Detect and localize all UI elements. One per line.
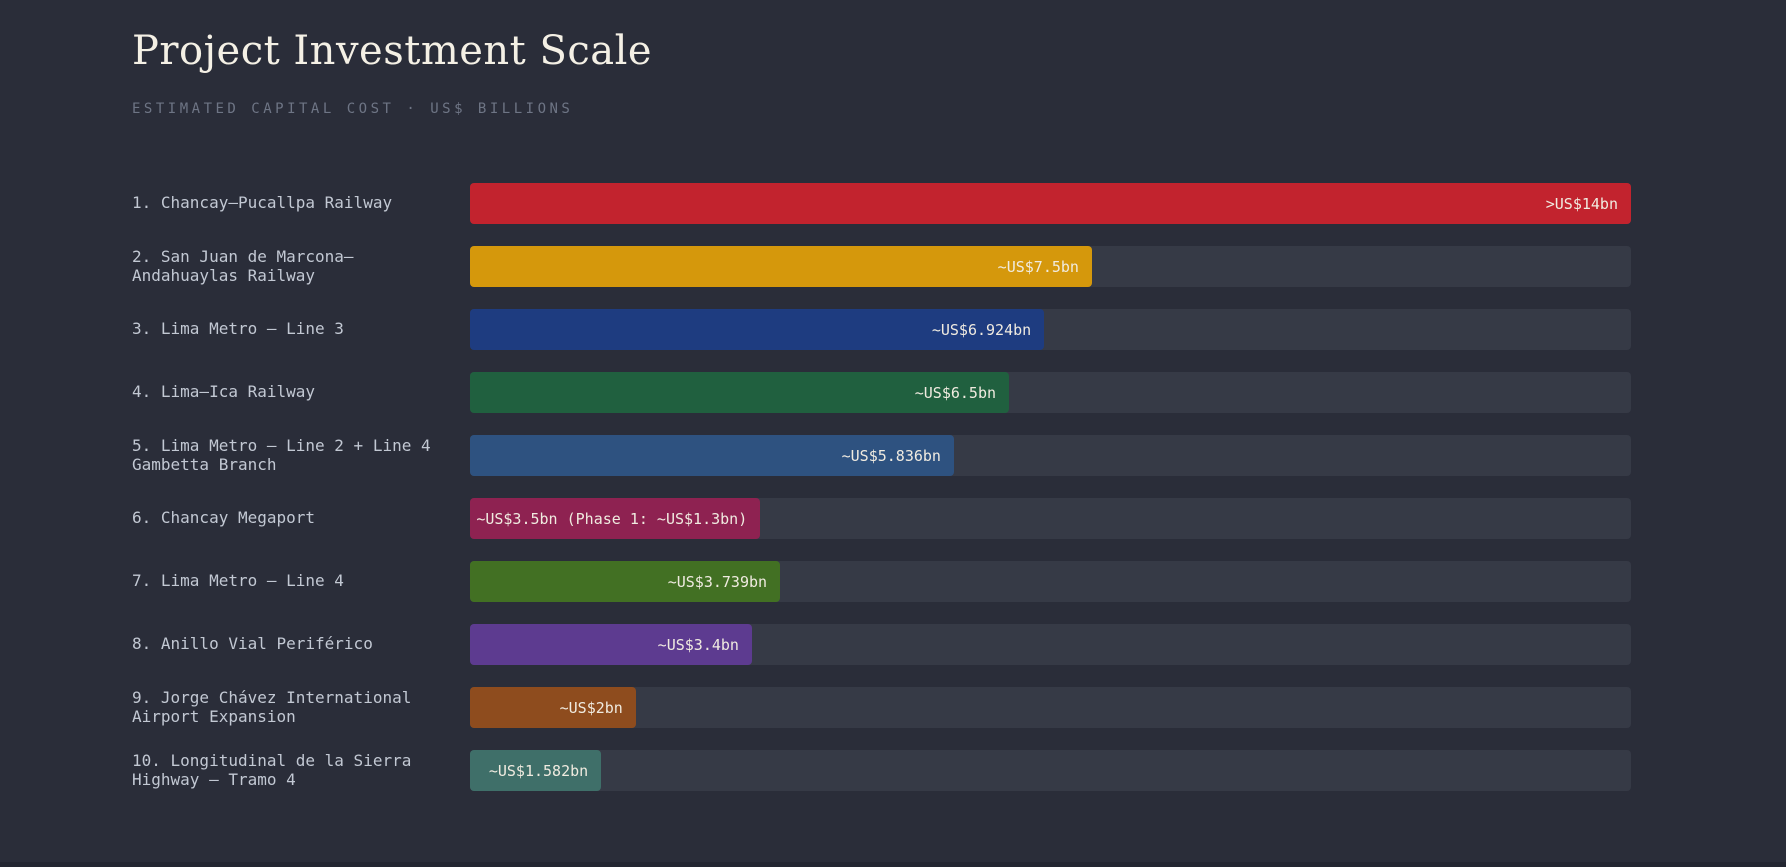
bar-track: ~US$3.739bn — [470, 561, 1631, 602]
bar-row: 4. Lima–Ica Railway ~US$6.5bn — [132, 372, 1631, 413]
bar-fill: ~US$3.5bn (Phase 1: ~US$1.3bn) — [470, 498, 761, 539]
bar-row: 10. Longitudinal de la Sierra Highway — … — [132, 750, 1631, 791]
bar-value-label: ~US$6.924bn — [931, 320, 1032, 339]
bar-label: 3. Lima Metro — Line 3 — [132, 319, 344, 339]
bar-chart: 1. Chancay–Pucallpa Railway >US$14bn 2. … — [132, 183, 1631, 791]
bar-label: 8. Anillo Vial Periférico — [132, 634, 373, 654]
bar-value-label: ~US$5.836bn — [841, 446, 941, 465]
bar-row: 2. San Juan de Marcona–Andahuaylas Railw… — [132, 246, 1631, 287]
bar-row: 9. Jorge Chávez International Airport Ex… — [132, 687, 1631, 728]
bar-row: 6. Chancay Megaport ~US$3.5bn (Phase 1: … — [132, 498, 1631, 539]
bar-row: 8. Anillo Vial Periférico ~US$3.4bn — [132, 624, 1631, 665]
bar-track: ~US$6.924bn — [470, 309, 1631, 350]
bar-value-label: ~US$2bn — [559, 698, 623, 717]
bar-label: 7. Lima Metro — Line 4 — [132, 571, 344, 591]
bar-label: 5. Lima Metro — Line 2 + Line 4 Gambetta… — [132, 435, 431, 474]
bar-value-label: ~US$3.739bn — [667, 572, 768, 591]
bar-fill: ~US$3.739bn — [470, 561, 781, 602]
bar-track: ~US$1.582bn — [470, 750, 1631, 791]
bar-fill: >US$14bn — [470, 183, 1631, 224]
bar-value-label: >US$14bn — [1545, 194, 1618, 213]
bar-row: 3. Lima Metro — Line 3 ~US$6.924bn — [132, 309, 1631, 350]
bar-track: >US$14bn — [470, 183, 1631, 224]
bar-label: 9. Jorge Chávez International Airport Ex… — [132, 687, 412, 726]
bar-fill: ~US$1.582bn — [470, 750, 602, 791]
bar-track: ~US$3.5bn (Phase 1: ~US$1.3bn) — [470, 498, 1631, 539]
bar-label: 10. Longitudinal de la Sierra Highway — … — [132, 750, 412, 789]
bar-track: ~US$7.5bn — [470, 246, 1631, 287]
bar-value-label: ~US$3.4bn — [657, 635, 739, 654]
chart-subtitle: ESTIMATED CAPITAL COST · US$ BILLIONS — [132, 101, 574, 117]
bar-label: 1. Chancay–Pucallpa Railway — [132, 193, 393, 213]
bar-value-label: ~US$1.582bn — [488, 761, 589, 780]
bar-fill: ~US$2bn — [470, 687, 636, 728]
bar-label: 2. San Juan de Marcona–Andahuaylas Railw… — [132, 246, 354, 285]
bar-row: 1. Chancay–Pucallpa Railway >US$14bn — [132, 183, 1631, 224]
bar-fill: ~US$3.4bn — [470, 624, 752, 665]
bar-label: 4. Lima–Ica Railway — [132, 382, 316, 402]
bar-fill: ~US$7.5bn — [470, 246, 1092, 287]
bar-track: ~US$2bn — [470, 687, 1631, 728]
bar-fill: ~US$6.924bn — [470, 309, 1045, 350]
bar-track: ~US$5.836bn — [470, 435, 1631, 476]
bar-value-label: ~US$6.5bn — [914, 383, 997, 402]
bar-label: 6. Chancay Megaport — [132, 508, 316, 528]
page-title: Project Investment Scale — [132, 28, 653, 74]
bar-value-label: ~US$3.5bn (Phase 1: ~US$1.3bn) — [476, 509, 748, 528]
bar-fill: ~US$6.5bn — [470, 372, 1010, 413]
bar-row: 7. Lima Metro — Line 4 ~US$3.739bn — [132, 561, 1631, 602]
bar-fill: ~US$5.836bn — [470, 435, 954, 476]
bar-track: ~US$6.5bn — [470, 372, 1631, 413]
bar-value-label: ~US$7.5bn — [997, 257, 1079, 276]
bar-track: ~US$3.4bn — [470, 624, 1631, 665]
bar-row: 5. Lima Metro — Line 2 + Line 4 Gambetta… — [132, 435, 1631, 476]
